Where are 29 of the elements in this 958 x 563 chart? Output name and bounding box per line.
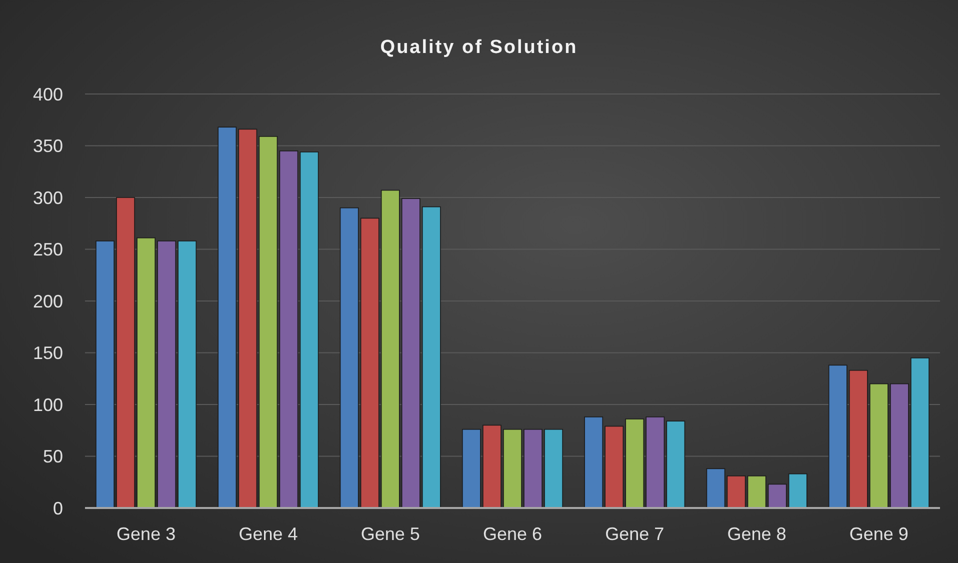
bar — [747, 476, 766, 508]
y-tick-label: 50 — [42, 446, 63, 467]
x-tick-label: Gene 9 — [849, 524, 908, 544]
y-tick-label: 350 — [32, 136, 63, 156]
y-tick-label: 150 — [32, 343, 63, 364]
bar — [238, 128, 258, 508]
y-tick-label: 250 — [32, 240, 63, 260]
y-tick-label: 100 — [32, 394, 63, 415]
y-tick-label: 400 — [32, 84, 63, 104]
chart-title: Quality of Solution — [380, 37, 578, 58]
bar — [218, 126, 237, 508]
x-tick-label: Gene 4 — [238, 524, 298, 544]
x-tick-label: Gene 7 — [605, 524, 664, 544]
bar — [726, 476, 746, 508]
bar — [279, 150, 298, 508]
x-tick-label: Gene 5 — [360, 524, 420, 544]
x-tick-label: Gene 8 — [727, 524, 786, 544]
bar — [666, 420, 686, 508]
y-tick-label: 300 — [32, 188, 63, 208]
x-tick-label: Gene 3 — [116, 524, 176, 544]
bar — [340, 207, 359, 508]
y-tick-label: 200 — [32, 291, 63, 312]
y-tick-label: 0 — [52, 498, 63, 518]
bar — [788, 473, 808, 508]
bar — [768, 484, 787, 508]
x-tick-label: Gene 6 — [482, 524, 542, 544]
bar — [300, 152, 319, 508]
bar — [706, 468, 726, 508]
bar — [258, 136, 278, 508]
